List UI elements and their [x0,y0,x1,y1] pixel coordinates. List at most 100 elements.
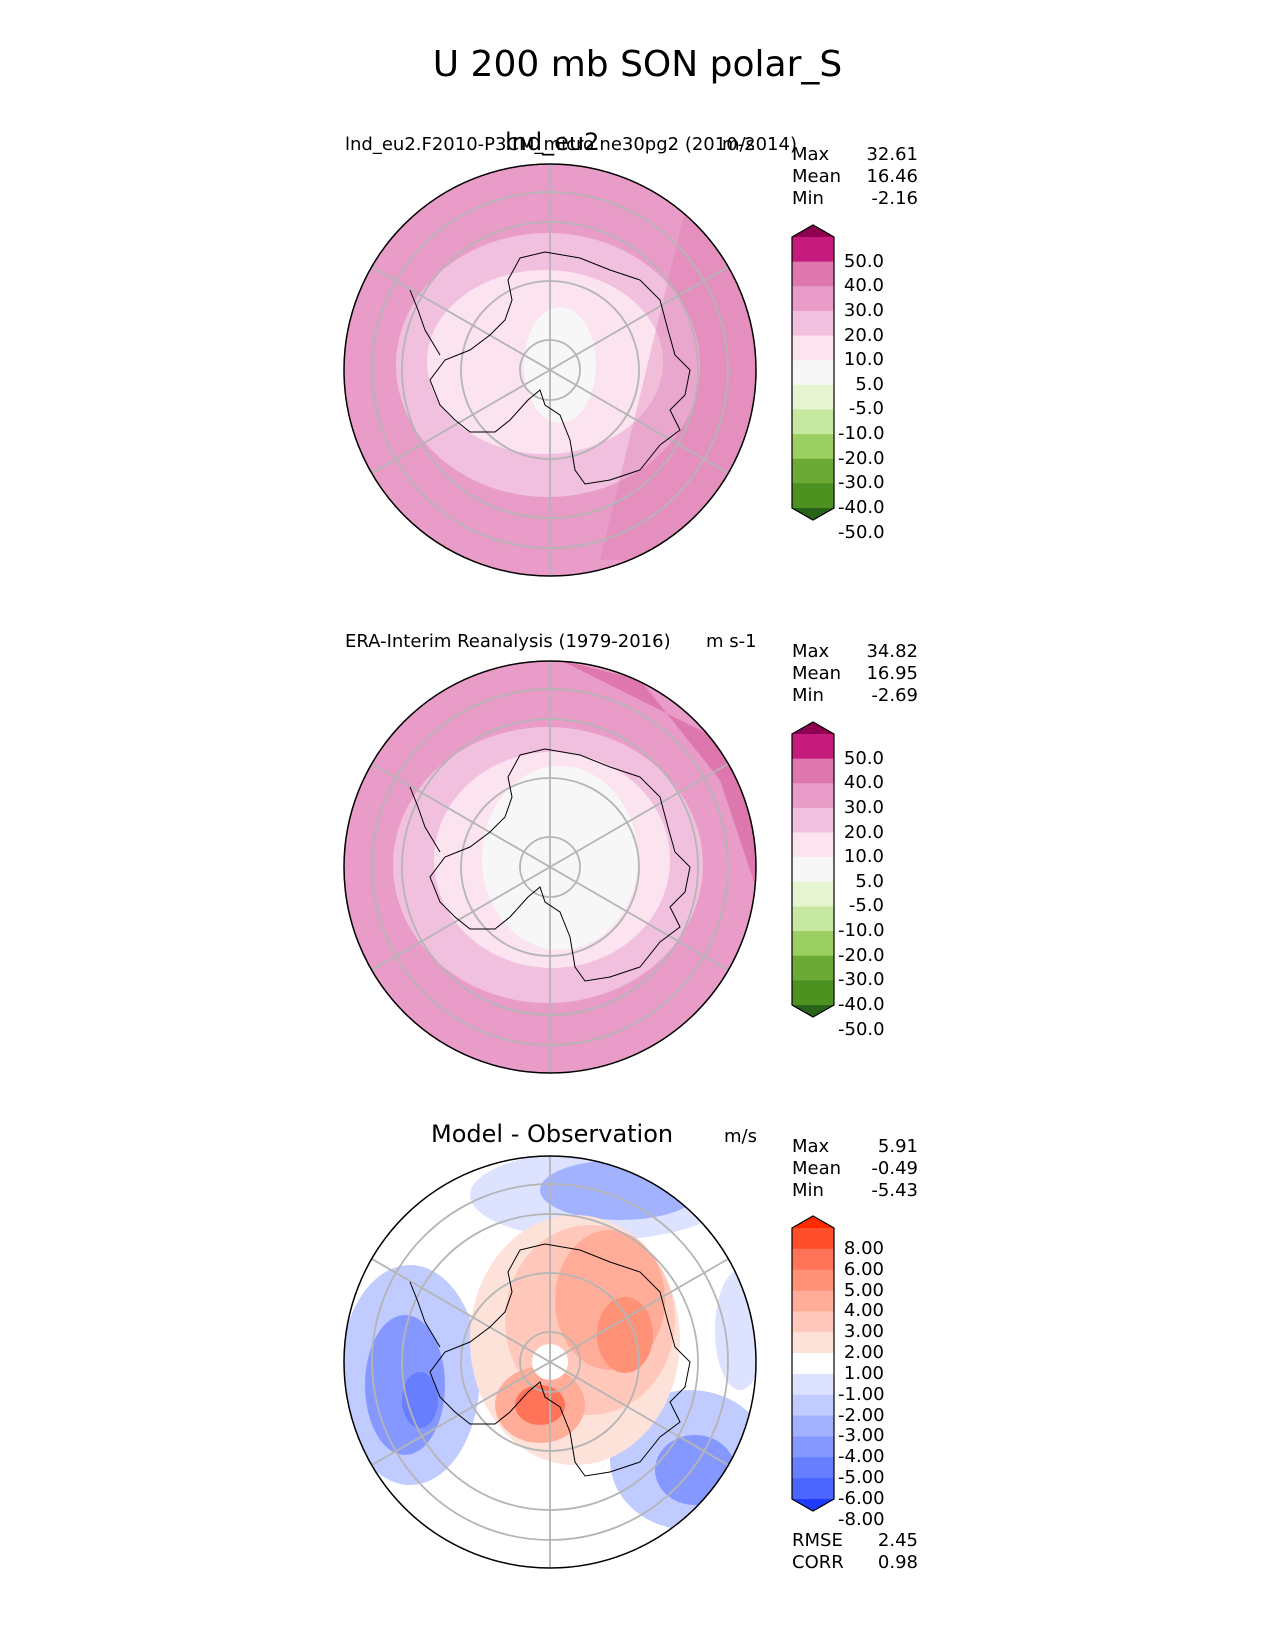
colorbar-tick-label: -10.0 [838,423,885,445]
colorbar-tick-label: -8.00 [838,1508,885,1530]
panel-units: m/s [724,1126,757,1147]
colorbar-tick-label: 10.0 [843,349,884,371]
colorbar-tick-label: -50.0 [838,1018,885,1040]
colorbar-band [792,237,834,263]
stat-value-min: -2.69 [871,685,918,706]
colorbar-tick-label: 20.0 [843,324,884,346]
colorbar-extend-bottom [792,1499,834,1511]
stat-label-max: Max [792,641,830,662]
stat-value-max: 34.82 [866,641,918,662]
colorbar-tick-label: 2.00 [843,1342,884,1364]
colorbar-band [792,1457,834,1479]
colorbar-tick-label: -20.0 [838,944,885,966]
colorbar-extend-top [792,722,834,734]
colorbar-tick-label: 50.0 [843,747,884,769]
colorbar-tick-label: -20.0 [838,447,885,469]
colorbar-band [792,1353,834,1375]
stat-label-max: Max [792,1136,830,1157]
colorbar-band [792,483,834,509]
colorbar-tick-label: -4.00 [838,1446,885,1468]
stat-value-min: -2.16 [871,188,918,209]
colorbar-band [792,310,834,337]
colorbar-band [792,881,834,907]
colorbar-tick-label: 40.0 [843,772,884,794]
colorbar-tick-label: 5.0 [855,373,884,395]
colorbar-tick-label: 5.00 [843,1279,884,1301]
metric-label-rmse: RMSE [792,1530,843,1551]
colorbar-band [792,286,834,312]
colorbar-tick-label: -40.0 [838,497,885,518]
metric-label-corr: CORR [792,1552,844,1573]
colorbar-tick-label: 20.0 [843,821,884,843]
colorbar-band [792,955,834,981]
colorbar-tick-label: -3.00 [838,1425,885,1447]
panel-title: lnd_eu2 [505,128,600,156]
stat-value-max: 5.91 [877,1136,918,1157]
colorbar-tick-label: -30.0 [838,472,885,494]
colorbar-band [792,1394,834,1417]
figure-title: U 200 mb SON polar_S [432,44,843,85]
colorbar-band [792,931,834,957]
graticule [371,164,729,576]
graticule [371,1156,729,1568]
colorbar-band [792,1415,834,1437]
colorbar-tick-label: 6.00 [843,1258,884,1280]
colorbar-tick-label: -6.00 [838,1488,885,1509]
colorbar-tick-label: -2.00 [838,1404,885,1426]
panel-left-label: lnd_eu2.F2010-P3CM_micro.ne30pg2 (2010-2… [345,134,797,155]
colorbar-band [792,1228,834,1250]
stat-label-min: Min [792,188,824,209]
colorbar-tick-label: 50.0 [843,250,884,272]
colorbar-extend-bottom [792,508,834,520]
colorbar-tick-label: 30.0 [843,796,884,818]
stat-label-mean: Mean [792,166,842,187]
panel-left-label: ERA-Interim Reanalysis (1979-2016) [345,631,671,652]
stat-label-min: Min [792,1180,824,1201]
colorbar-tick-label: -30.0 [838,969,885,991]
map-boundary [343,660,757,1074]
colorbar-band [792,783,834,809]
colorbar-band [792,1478,834,1500]
stat-value-mean: -0.49 [871,1158,918,1179]
stat-value-mean: 16.95 [866,663,918,684]
map-boundary [343,1155,757,1569]
colorbar-tick-label: 4.00 [843,1300,884,1322]
coastline-antarctica [409,1243,691,1477]
stat-label-min: Min [792,685,824,706]
panel-units: m s-1 [706,631,757,652]
coastline-antarctica [409,251,691,485]
colorbar-band [792,1248,834,1271]
colorbar-band [792,857,834,883]
colorbar-tick-label: -5.00 [838,1467,885,1489]
colorbar-band [792,1373,834,1396]
metric-value-corr: 0.98 [877,1552,918,1573]
colorbar-tick-label: -50.0 [838,521,885,543]
map-boundary [343,163,757,577]
colorbar-band [792,1269,834,1292]
colorbar-band [792,1290,834,1312]
colorbar-band [792,807,834,834]
colorbar-extend-top [792,225,834,237]
colorbar-tick-label: -10.0 [838,920,885,942]
colorbar-band [792,758,834,784]
panel-units: m/s [722,134,755,155]
colorbar-extend-top [792,1216,834,1228]
colorbar-band [792,458,834,484]
coastline-antarctica [409,748,691,982]
colorbar-band [792,261,834,287]
colorbar-tick-label: 3.00 [843,1321,884,1343]
colorbar-band [792,360,834,386]
colorbar-extend-bottom [792,1005,834,1017]
stat-value-max: 32.61 [866,144,918,165]
stat-label-mean: Mean [792,663,842,684]
colorbar-tick-label: 30.0 [843,299,884,321]
colorbar-band [792,335,834,361]
contour-band-minus5-5 [482,766,638,950]
panel-title: Model - Observation [431,1120,674,1148]
colorbar-tick-label: 5.0 [855,870,884,892]
colorbar-band [792,832,834,858]
